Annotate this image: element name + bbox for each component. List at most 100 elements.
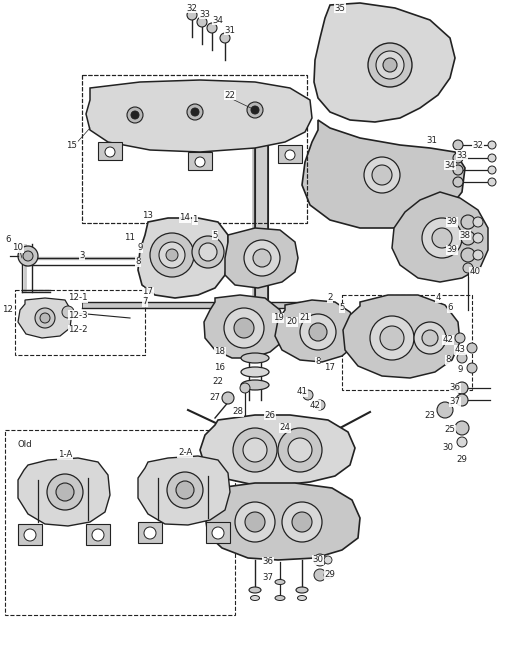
Text: 17: 17 <box>142 287 153 296</box>
Bar <box>82 75 307 223</box>
Text: 33: 33 <box>199 10 210 19</box>
Circle shape <box>291 512 312 532</box>
Circle shape <box>281 502 321 542</box>
Polygon shape <box>301 120 464 228</box>
Text: 4: 4 <box>434 294 440 303</box>
Circle shape <box>452 153 462 163</box>
Circle shape <box>314 554 325 566</box>
Text: 2: 2 <box>327 294 332 303</box>
Text: 39: 39 <box>446 217 457 226</box>
Polygon shape <box>314 3 454 122</box>
Text: 8: 8 <box>135 258 140 267</box>
Text: 9: 9 <box>137 243 142 252</box>
Circle shape <box>187 104 203 120</box>
Circle shape <box>431 228 451 248</box>
Text: 12-2: 12-2 <box>68 325 88 334</box>
Circle shape <box>131 111 139 119</box>
Circle shape <box>323 571 331 579</box>
Circle shape <box>487 154 495 162</box>
Text: 1: 1 <box>192 215 197 225</box>
Text: 15: 15 <box>66 140 77 149</box>
Circle shape <box>472 217 482 227</box>
Polygon shape <box>188 152 212 170</box>
Circle shape <box>466 363 476 373</box>
Text: 11: 11 <box>124 234 135 243</box>
Text: 30: 30 <box>442 443 452 452</box>
Text: 16: 16 <box>214 364 225 373</box>
Polygon shape <box>138 218 228 298</box>
Circle shape <box>487 178 495 186</box>
Text: 22: 22 <box>224 91 235 100</box>
Polygon shape <box>391 192 487 282</box>
Circle shape <box>191 236 224 268</box>
Circle shape <box>166 249 178 261</box>
Circle shape <box>18 246 38 266</box>
Text: 6: 6 <box>446 303 452 313</box>
Ellipse shape <box>240 380 269 390</box>
Text: 24: 24 <box>279 424 290 432</box>
Circle shape <box>452 177 462 187</box>
Text: 12: 12 <box>3 305 14 314</box>
Circle shape <box>35 308 55 328</box>
Ellipse shape <box>250 595 259 600</box>
Circle shape <box>472 233 482 243</box>
Polygon shape <box>86 524 110 545</box>
Circle shape <box>149 233 193 277</box>
Circle shape <box>367 43 411 87</box>
Circle shape <box>47 474 83 510</box>
Circle shape <box>187 10 196 20</box>
Text: 20: 20 <box>286 318 297 327</box>
Text: 40: 40 <box>469 267 480 276</box>
Circle shape <box>190 108 198 116</box>
Circle shape <box>299 314 335 350</box>
Ellipse shape <box>240 353 269 363</box>
Circle shape <box>454 333 464 343</box>
Ellipse shape <box>254 107 267 113</box>
Circle shape <box>369 316 413 360</box>
Circle shape <box>436 402 452 418</box>
Text: 12-3: 12-3 <box>68 311 88 320</box>
Circle shape <box>460 215 474 229</box>
Circle shape <box>92 529 104 541</box>
Text: 8: 8 <box>444 355 450 364</box>
Text: 42: 42 <box>442 336 452 344</box>
Text: 38: 38 <box>459 230 470 239</box>
Text: 2-A: 2-A <box>178 448 192 457</box>
Circle shape <box>456 353 466 363</box>
Circle shape <box>287 438 312 462</box>
Circle shape <box>244 512 265 532</box>
Text: 23: 23 <box>424 410 435 419</box>
Circle shape <box>127 107 143 123</box>
Text: 36: 36 <box>262 558 273 567</box>
Circle shape <box>472 250 482 260</box>
Circle shape <box>315 400 324 410</box>
Circle shape <box>379 326 403 350</box>
Circle shape <box>375 51 403 79</box>
Circle shape <box>194 157 205 167</box>
Text: 39: 39 <box>446 245 457 254</box>
Circle shape <box>232 428 276 472</box>
Polygon shape <box>18 298 72 338</box>
Text: 22: 22 <box>212 377 223 386</box>
Text: 1-A: 1-A <box>58 450 72 459</box>
Circle shape <box>167 472 203 508</box>
Circle shape <box>452 140 462 150</box>
Text: 17: 17 <box>324 364 335 373</box>
Text: 14: 14 <box>179 214 190 223</box>
Polygon shape <box>255 110 268 320</box>
Circle shape <box>24 529 36 541</box>
Circle shape <box>455 394 467 406</box>
Ellipse shape <box>297 595 306 600</box>
Text: 30: 30 <box>312 556 323 564</box>
Polygon shape <box>205 483 359 560</box>
Text: 32: 32 <box>472 140 483 149</box>
Ellipse shape <box>254 315 267 321</box>
Circle shape <box>243 240 279 276</box>
Circle shape <box>56 483 74 501</box>
Text: 37: 37 <box>262 573 273 582</box>
Ellipse shape <box>274 580 284 584</box>
Circle shape <box>456 437 466 447</box>
Polygon shape <box>82 302 299 308</box>
Ellipse shape <box>240 367 269 377</box>
Text: 3: 3 <box>79 250 84 259</box>
